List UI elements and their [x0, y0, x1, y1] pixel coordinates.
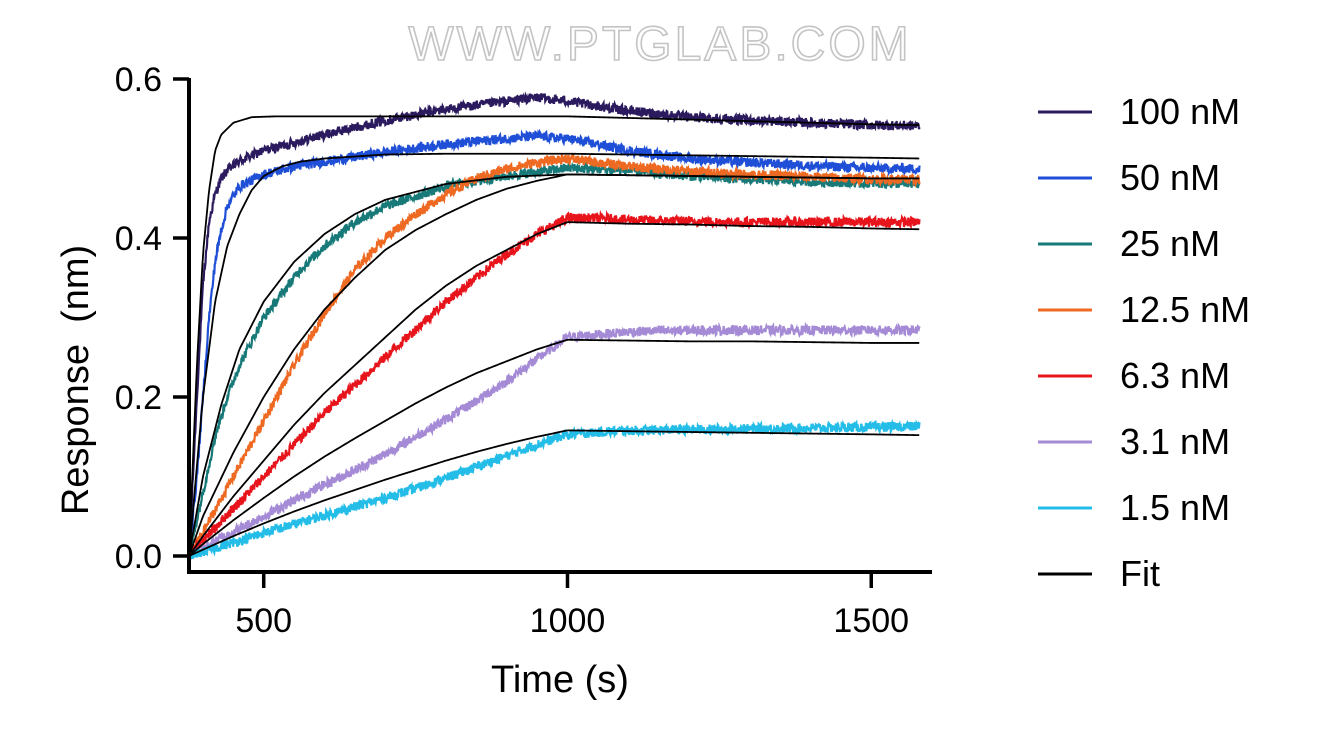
series-layer — [188, 91, 921, 561]
legend: 100 nM 50 nM 25 nM 12.5 nM 6.3 nM 3.1 nM 1.5 n… — [1038, 91, 1250, 594]
legend-entry: 6.3 nM — [1038, 355, 1230, 396]
fit-curve-4 — [188, 173, 920, 557]
legend-label: 3.1 nM — [1120, 421, 1230, 462]
y-tick-label: 0.6 — [115, 61, 162, 99]
x-tick-label: 1500 — [833, 602, 909, 640]
fit-curve-7 — [188, 429, 920, 557]
y-tick-label: 0.4 — [115, 220, 162, 258]
x-axis-title: Time (s) — [491, 659, 629, 701]
y-tick-label: 0.2 — [115, 379, 162, 417]
series-line-25-nm — [188, 161, 921, 557]
fit-curve-5 — [188, 221, 920, 557]
legend-entry: 1.5 nM — [1038, 487, 1230, 528]
legend-entry: 100 nM — [1038, 91, 1240, 132]
series-line-50-nm — [188, 128, 921, 555]
series-line-6-3-nm — [188, 209, 921, 561]
y-axis-title: Response (nm) — [55, 245, 97, 515]
series-line-3-1-nm — [188, 321, 921, 559]
fit-curve-6 — [188, 338, 920, 557]
legend-entry: 3.1 nM — [1038, 421, 1230, 462]
legend-label: 12.5 nM — [1120, 289, 1250, 330]
legend-label: 6.3 nM — [1120, 355, 1230, 396]
x-tick-label: 500 — [235, 602, 292, 640]
legend-entry: 12.5 nM — [1038, 289, 1250, 330]
legend-label: 50 nM — [1120, 157, 1220, 198]
series-line-1-5-nm — [188, 418, 921, 561]
series-line-100-nm — [188, 91, 921, 552]
ticks: 500 1000 1500 0.0 0.2 0.4 0.6 — [115, 61, 909, 640]
legend-entry: Fit — [1038, 553, 1160, 594]
legend-label: Fit — [1120, 553, 1160, 594]
y-tick-label: 0.0 — [115, 538, 162, 576]
legend-label: 100 nM — [1120, 91, 1240, 132]
legend-label: 1.5 nM — [1120, 487, 1230, 528]
legend-entry: 25 nM — [1038, 223, 1220, 264]
fit-curve-1 — [188, 115, 920, 557]
x-tick-label: 1000 — [530, 602, 606, 640]
legend-label: 25 nM — [1120, 223, 1220, 264]
axes — [187, 78, 932, 574]
legend-entry: 50 nM — [1038, 157, 1220, 198]
watermark-text: WWW.PTGLAB.COM — [408, 18, 911, 71]
fit-curve-2 — [188, 152, 920, 557]
